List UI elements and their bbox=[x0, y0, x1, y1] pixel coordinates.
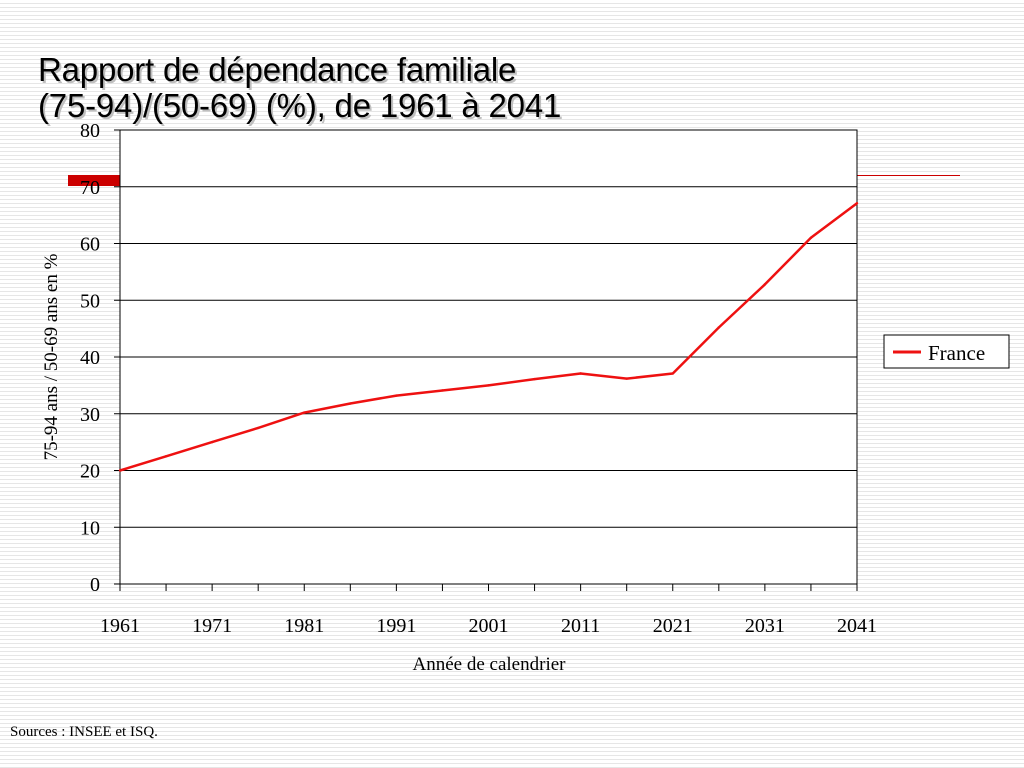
data-point-1971 bbox=[210, 440, 214, 444]
y-axis-ticks: 0 10 20 30 40 50 60 70 80 bbox=[80, 120, 120, 596]
series-layer bbox=[118, 202, 859, 472]
x-tick-label-2031: 2031 bbox=[745, 615, 785, 637]
slide-title: Rapport de dépendance familiale (75-94)/… bbox=[38, 52, 561, 124]
y-tick-label-10: 10 bbox=[80, 517, 100, 539]
x-axis-title: Année de calendrier bbox=[413, 654, 567, 675]
slide-title-line-2: (75-94)/(50-69) (%), de 1961 à 2041 bbox=[38, 87, 562, 124]
data-point-1981 bbox=[303, 411, 306, 414]
x-tick-label-2001: 2001 bbox=[469, 615, 509, 637]
data-point-1961 bbox=[118, 469, 122, 472]
legend: France bbox=[883, 334, 1010, 369]
y-tick-label-60: 60 bbox=[80, 234, 100, 256]
source-note: Sources : INSEE et ISQ. bbox=[10, 724, 158, 740]
data-point-1966 bbox=[164, 455, 168, 458]
x-tick-label-2041: 2041 bbox=[837, 615, 877, 637]
x-tick-label-1971: 1971 bbox=[192, 615, 232, 637]
x-axis-ticks: 1961 1971 1981 1991 2001 2011 2021 2031 2041 bbox=[100, 584, 877, 637]
data-point-2021 bbox=[671, 372, 674, 375]
y-axis-title: 75-94 ans / 50-69 ans en % bbox=[41, 253, 62, 460]
data-point-2016 bbox=[625, 377, 628, 380]
y-tick-label-20: 20 bbox=[80, 461, 100, 483]
y-tick-label-50: 50 bbox=[80, 290, 100, 312]
data-point-1986 bbox=[349, 402, 352, 405]
y-tick-label-80: 80 bbox=[80, 120, 100, 142]
gridlines bbox=[120, 186, 857, 528]
data-point-2006 bbox=[533, 377, 536, 381]
data-point-2026 bbox=[717, 326, 721, 329]
data-point-2036 bbox=[809, 236, 813, 240]
data-point-2001 bbox=[487, 384, 490, 387]
data-point-1996 bbox=[441, 389, 444, 392]
x-tick-label-2021: 2021 bbox=[653, 615, 693, 637]
x-tick-label-1961: 1961 bbox=[100, 615, 140, 637]
legend-label-france: France bbox=[928, 341, 985, 365]
y-tick-label-30: 30 bbox=[80, 404, 100, 426]
y-tick-label-40: 40 bbox=[80, 347, 100, 369]
slide-title-line-1: Rapport de dépendance familiale bbox=[38, 51, 517, 88]
x-tick-label-1991: 1991 bbox=[376, 615, 416, 637]
data-point-1976 bbox=[256, 426, 260, 430]
data-point-2011 bbox=[579, 372, 582, 375]
y-tick-label-0: 0 bbox=[90, 574, 100, 596]
x-tick-label-1981: 1981 bbox=[284, 615, 324, 637]
data-point-1991 bbox=[395, 394, 398, 397]
data-point-2031 bbox=[763, 283, 767, 286]
y-tick-label-70: 70 bbox=[80, 177, 100, 199]
x-tick-label-2011: 2011 bbox=[561, 615, 600, 637]
data-point-2041 bbox=[855, 202, 859, 205]
